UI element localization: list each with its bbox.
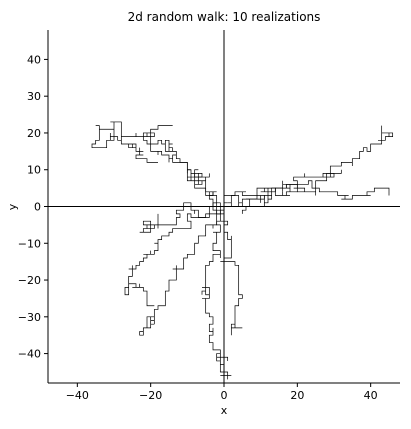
walk-series-6: [223, 125, 394, 207]
chart-title: 2d random walk: 10 realizations: [128, 10, 321, 24]
walk-series-group: [91, 121, 394, 380]
y-tick-label: −10: [18, 237, 41, 250]
y-tick-label: 40: [27, 53, 41, 66]
x-tick-label: 40: [364, 389, 378, 402]
y-tick-label: −30: [18, 311, 41, 324]
walk-series-8: [224, 169, 342, 207]
walk-series-4: [201, 202, 232, 380]
x-tick-label: −40: [66, 389, 89, 402]
x-axis-label: x: [221, 404, 228, 417]
y-tick-label: −40: [18, 348, 41, 361]
y-tick-label: 10: [27, 164, 41, 177]
walk-series-9: [139, 202, 225, 233]
x-tick-label: 0: [221, 389, 228, 402]
walk-series-1: [91, 121, 225, 214]
walk-series-10: [142, 125, 224, 207]
y-axis-label: y: [6, 203, 19, 210]
walk-series-2: [124, 206, 225, 307]
y-tick-label: −20: [18, 274, 41, 287]
y-tick-label: 0: [34, 201, 41, 214]
y-tick-label: 20: [27, 127, 41, 140]
x-tick-label: −20: [139, 389, 162, 402]
axes-group: [47, 30, 400, 384]
x-tick-label: 20: [290, 389, 304, 402]
walk-series-7: [224, 180, 390, 214]
walk-series-3: [139, 202, 225, 336]
walk-series-5: [220, 206, 243, 336]
tick-group: −40 −20 0 20 40 −40 −30 −20 −10 0 10 20 30 40: [18, 53, 378, 402]
y-tick-label: 30: [27, 90, 41, 103]
